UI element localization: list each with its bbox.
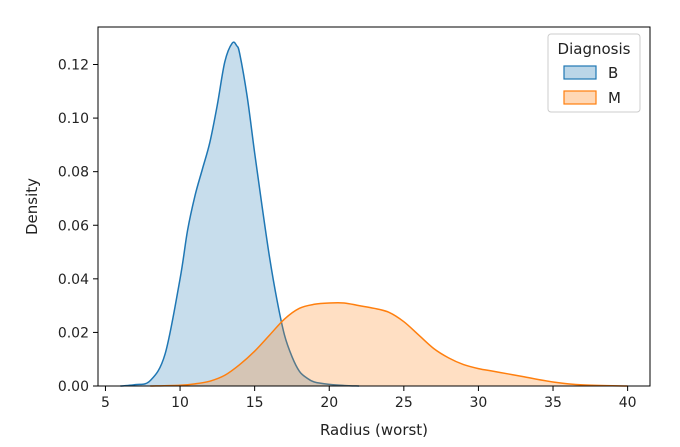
y-tick-label: 0.10	[58, 111, 89, 127]
x-tick-label: 15	[246, 395, 264, 411]
y-tick-label: 0.00	[58, 379, 89, 395]
axes-frame	[97, 26, 651, 387]
series-b-area	[120, 42, 360, 387]
x-tick-label: 10	[171, 395, 189, 411]
series-m-area	[150, 302, 628, 386]
series-m-line	[150, 301, 628, 387]
series-b-line	[120, 41, 360, 387]
x-tick-label: 25	[395, 395, 413, 411]
legend-title: Diagnosis	[558, 40, 631, 58]
y-tick-label: 0.08	[58, 165, 89, 181]
legend: Diagnosis B M	[547, 33, 641, 113]
y-tick-label: 0.04	[58, 272, 89, 288]
y-tick-label: 0.06	[58, 218, 89, 234]
legend-label-m: M	[608, 89, 621, 107]
x-tick-label: 40	[619, 395, 637, 411]
x-tick-label: 5	[101, 395, 110, 411]
legend-label-b: B	[608, 64, 618, 82]
x-axis-label: Radius (worst)	[320, 421, 428, 439]
x-tick-label: 20	[320, 395, 338, 411]
legend-box	[547, 33, 641, 113]
axes: 5 10 15 20 25 30 35 40 0.00 0.02 0.04 0.06 0.08 0.10 0…	[58, 26, 651, 411]
y-tick-label: 0.02	[58, 325, 89, 341]
legend-swatch-m	[563, 90, 597, 105]
x-tick-label: 30	[470, 395, 488, 411]
plot-area	[120, 41, 628, 387]
x-tick-label: 35	[544, 395, 562, 411]
y-axis-label: Density	[23, 178, 41, 235]
legend-swatch-b	[563, 65, 597, 80]
y-tick-label: 0.12	[58, 58, 89, 74]
